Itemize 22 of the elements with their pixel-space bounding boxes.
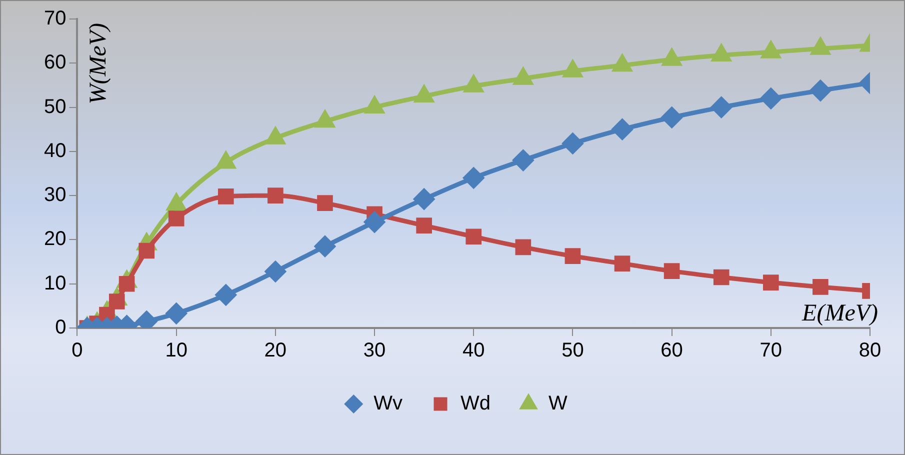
y-tick-label: 0 <box>55 316 66 339</box>
y-tick-label: 30 <box>44 184 66 206</box>
x-tick-label: 40 <box>462 340 485 362</box>
y-tick-label: 20 <box>44 228 66 250</box>
x-tick-label: 50 <box>562 340 584 362</box>
y-tick-label: 50 <box>44 96 66 118</box>
legend-label: Wd <box>460 392 490 415</box>
x-tick-label: 0 <box>72 340 83 362</box>
x-tick-label: 80 <box>858 340 882 362</box>
y-tick-label: 60 <box>44 52 66 74</box>
legend-label: W <box>548 392 568 415</box>
x-tick-label: 70 <box>760 340 782 362</box>
legend-label: Wv <box>374 392 403 415</box>
y-tick-label: 10 <box>44 272 66 294</box>
x-axis-title: E(MeV) <box>801 300 878 326</box>
x-tick-label: 30 <box>363 340 386 362</box>
y-axis-title: W(MeV) <box>86 22 112 104</box>
x-tick-label: 10 <box>165 340 188 362</box>
y-tick-label: 40 <box>44 140 66 162</box>
y-tick-label: 70 <box>44 8 66 30</box>
x-tick-label: 20 <box>264 340 287 362</box>
x-tick-label: 60 <box>660 340 683 362</box>
